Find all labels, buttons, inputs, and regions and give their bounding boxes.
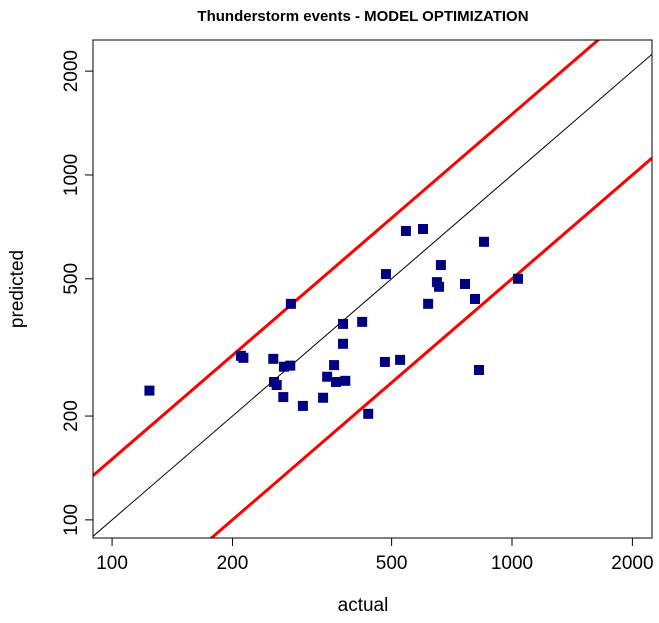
y-axis-label: predicted xyxy=(7,250,28,328)
point xyxy=(380,269,391,280)
x-tick-label: 200 xyxy=(217,553,249,574)
x-tick-label: 1000 xyxy=(491,553,533,574)
y-tick-label: 2000 xyxy=(61,50,82,92)
point xyxy=(329,360,340,371)
reference-lines xyxy=(93,40,652,538)
point xyxy=(435,260,446,271)
plot-frame xyxy=(92,39,653,539)
point xyxy=(400,225,411,236)
point xyxy=(478,236,489,247)
point xyxy=(357,316,368,327)
point xyxy=(417,224,428,235)
point xyxy=(512,273,523,284)
x-axis-label: actual xyxy=(338,595,389,616)
x-tick-label: 500 xyxy=(376,553,408,574)
point xyxy=(144,385,155,396)
x-tick-label: 2000 xyxy=(611,553,653,574)
point xyxy=(278,392,289,403)
point xyxy=(330,377,341,388)
y-tick-label: 100 xyxy=(61,504,82,536)
point xyxy=(285,360,296,371)
point xyxy=(322,371,333,382)
reference-line xyxy=(93,53,652,537)
y-tick-label: 200 xyxy=(61,400,82,432)
point xyxy=(434,281,445,292)
point xyxy=(474,364,485,375)
point xyxy=(338,318,349,329)
point xyxy=(271,380,282,391)
point xyxy=(460,278,471,289)
chart-title: Thunderstorm events - MODEL OPTIMIZATION xyxy=(197,8,528,25)
point xyxy=(278,361,289,372)
point xyxy=(423,298,434,309)
reference-line xyxy=(209,156,652,538)
x-tick-label: 100 xyxy=(96,553,128,574)
point xyxy=(340,375,351,386)
point xyxy=(297,400,308,411)
reference-line xyxy=(93,40,601,477)
y-tick-label: 500 xyxy=(61,263,82,295)
point xyxy=(469,293,480,304)
point xyxy=(338,338,349,349)
y-tick-label: 1000 xyxy=(61,154,82,196)
point xyxy=(379,356,390,367)
point xyxy=(395,354,406,365)
point xyxy=(268,353,279,364)
point xyxy=(285,298,296,309)
point xyxy=(363,408,374,419)
point xyxy=(318,392,329,403)
point xyxy=(238,352,249,363)
